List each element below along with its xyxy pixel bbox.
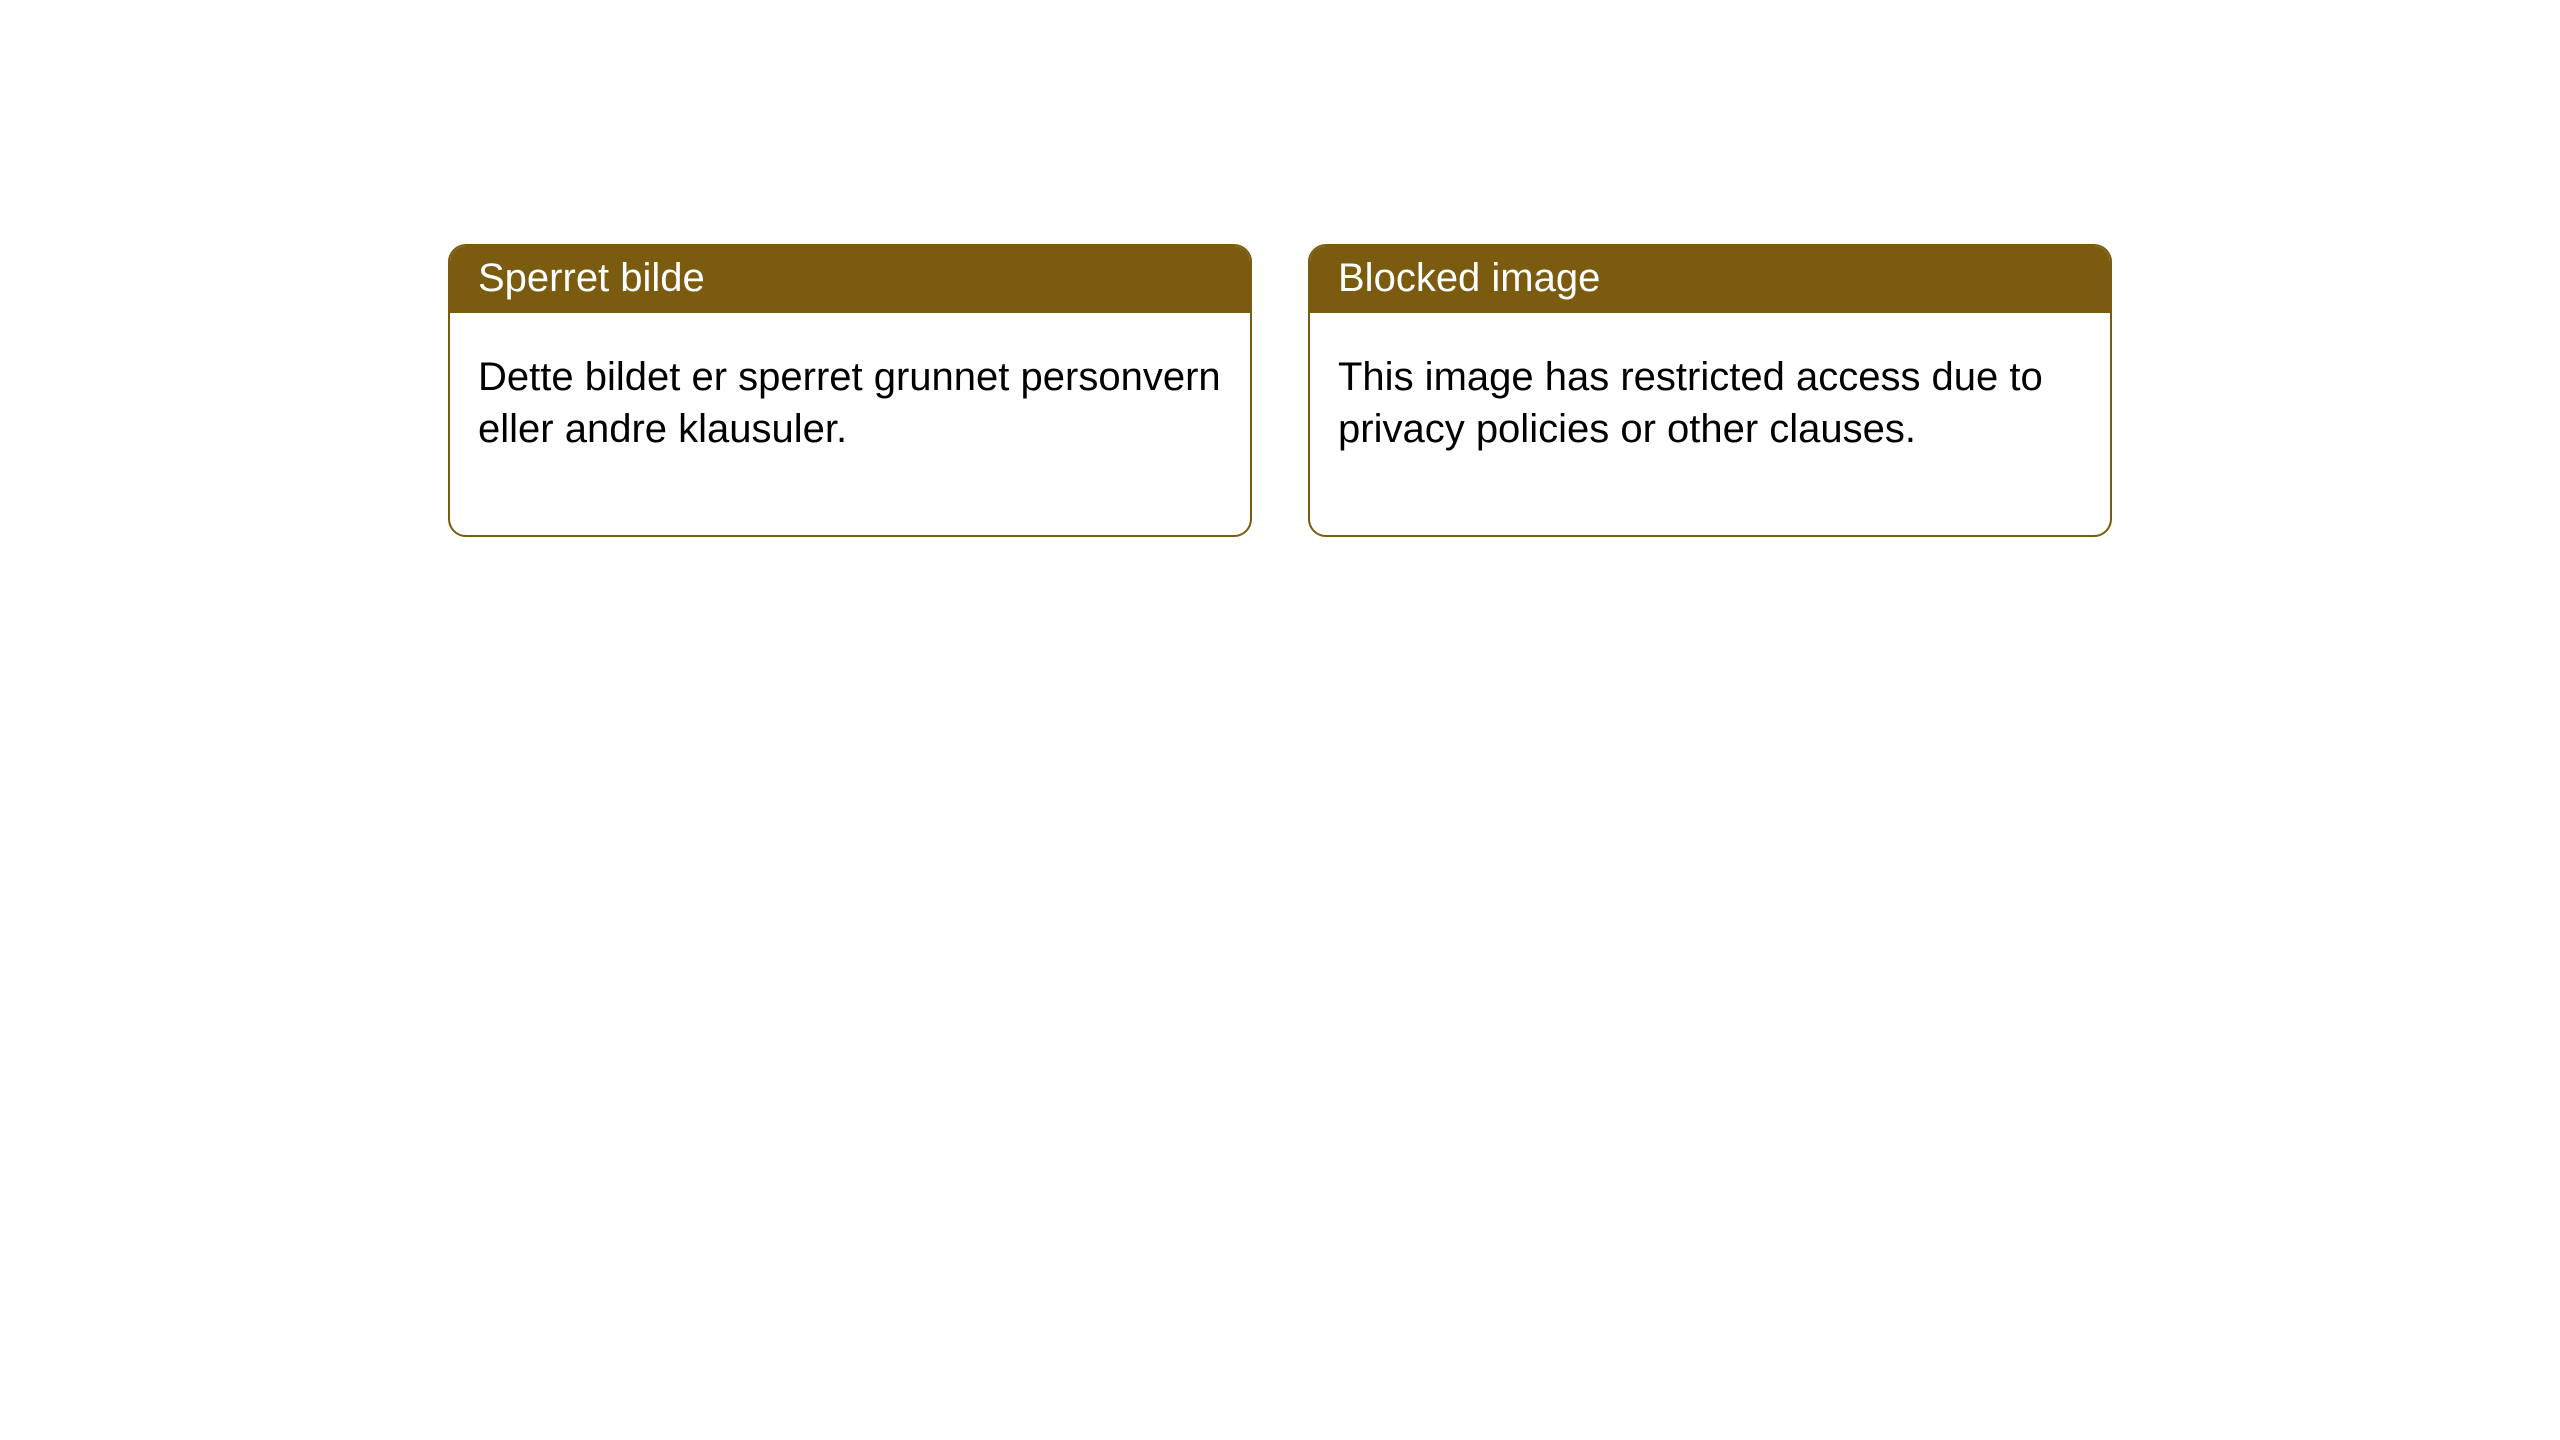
card-header: Sperret bilde xyxy=(450,246,1250,313)
notice-container: Sperret bilde Dette bildet er sperret gr… xyxy=(0,0,2560,537)
card-message: This image has restricted access due to … xyxy=(1338,355,2043,451)
card-body: This image has restricted access due to … xyxy=(1310,313,2110,535)
card-message: Dette bildet er sperret grunnet personve… xyxy=(478,355,1221,451)
card-title: Blocked image xyxy=(1338,256,1600,300)
card-header: Blocked image xyxy=(1310,246,2110,313)
blocked-image-card-en: Blocked image This image has restricted … xyxy=(1308,244,2112,537)
blocked-image-card-no: Sperret bilde Dette bildet er sperret gr… xyxy=(448,244,1252,537)
card-body: Dette bildet er sperret grunnet personve… xyxy=(450,313,1250,535)
card-title: Sperret bilde xyxy=(478,256,705,300)
